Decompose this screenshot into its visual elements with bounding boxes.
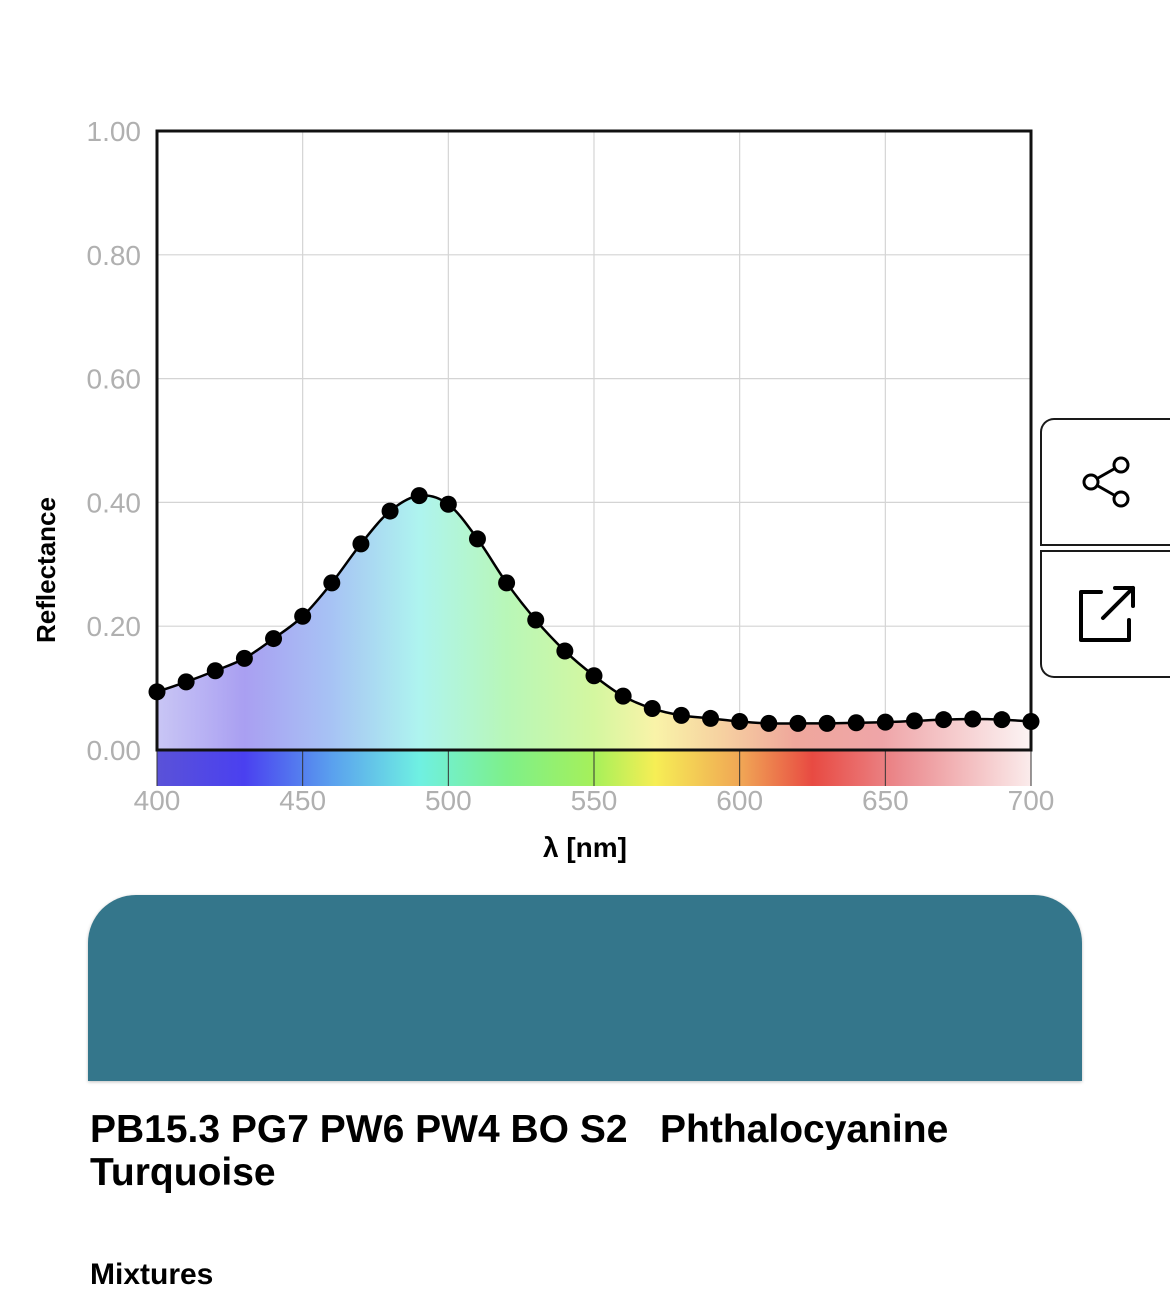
data-point (148, 683, 166, 701)
reflectance-points (148, 487, 1040, 732)
share-button[interactable] (1040, 418, 1170, 546)
y-tick-label: 0.20 (87, 611, 142, 642)
mixtures-heading: Mixtures (90, 1258, 214, 1291)
open-external-button[interactable] (1040, 550, 1170, 678)
data-point (935, 711, 953, 729)
data-point (614, 687, 632, 705)
data-point (235, 649, 253, 667)
data-point (643, 700, 661, 718)
y-tick-label: 0.80 (87, 240, 142, 271)
open-external-icon (1079, 586, 1135, 642)
data-point (731, 713, 749, 731)
data-point (1022, 713, 1040, 731)
x-tick-label: 550 (571, 785, 618, 816)
x-tick-label: 650 (862, 785, 909, 816)
data-point (556, 642, 574, 660)
plot-frame (155, 129, 1033, 752)
y-tick-label: 0.60 (87, 364, 142, 395)
y-tick-label: 0.00 (87, 735, 142, 766)
data-point (585, 667, 603, 685)
data-point (876, 713, 894, 731)
data-point (410, 487, 428, 505)
data-point (439, 495, 457, 513)
data-point (905, 712, 923, 730)
y-axis-label: Reflectance (31, 497, 61, 643)
reflectance-area (157, 495, 1031, 750)
share-icon (1082, 456, 1130, 508)
y-tick-label: 0.40 (87, 487, 142, 518)
y-tick-label: 1.00 (87, 116, 142, 147)
data-point (294, 607, 312, 625)
y-tick-labels: 0.00 0.20 0.40 0.60 0.80 1.00 (87, 116, 142, 766)
data-point (789, 714, 807, 732)
data-point (352, 535, 370, 553)
reflectance-chart: 0.00 0.20 0.40 0.60 0.80 1.00 400 450 500 550 600… (31, 116, 1055, 863)
x-tick-label: 700 (1008, 785, 1055, 816)
data-point (498, 574, 516, 592)
x-tick-label: 450 (279, 785, 326, 816)
spectrum-bar-ticks (156, 750, 1032, 786)
data-point (760, 714, 778, 732)
color-swatch (88, 895, 1082, 1081)
data-point (177, 673, 195, 691)
data-point (964, 710, 982, 728)
data-point (468, 530, 486, 548)
x-tick-labels: 400 450 500 550 600 650 700 (134, 785, 1055, 816)
data-point (206, 662, 224, 680)
data-point (818, 714, 836, 732)
data-point (527, 611, 545, 629)
data-point (265, 630, 283, 648)
data-point (381, 502, 399, 520)
data-point (847, 714, 865, 732)
data-point (993, 711, 1011, 729)
data-point (323, 574, 341, 592)
data-point (702, 709, 720, 727)
x-tick-label: 500 (425, 785, 472, 816)
paint-name: PB15.3 PG7 PW6 PW4 BO S2 Phthalocyanine … (90, 1108, 960, 1194)
data-point (672, 706, 690, 724)
x-tick-label: 600 (716, 785, 763, 816)
x-tick-label: 400 (134, 785, 181, 816)
x-axis-label: λ [nm] (543, 832, 627, 863)
